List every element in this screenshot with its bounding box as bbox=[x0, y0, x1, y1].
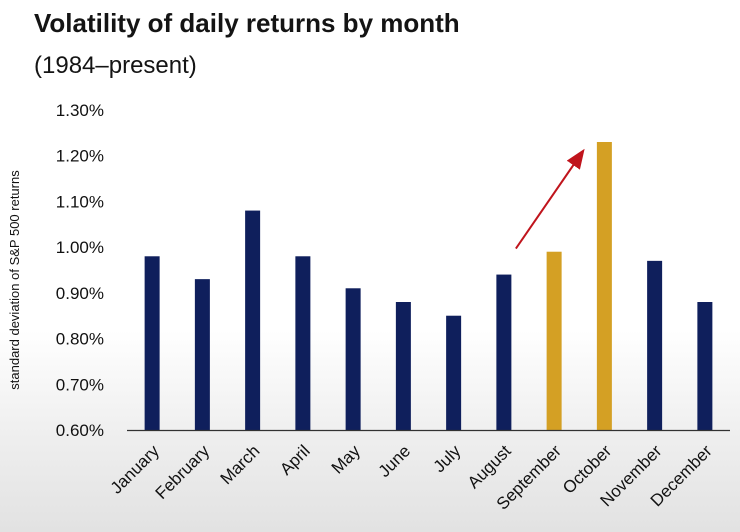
x-tick-label: June bbox=[375, 441, 415, 481]
y-tick-label: 0.90% bbox=[56, 284, 104, 303]
annotation-arrow bbox=[515, 148, 585, 250]
bar-january bbox=[144, 256, 160, 430]
chart-title: Volatility of daily returns by month bbox=[34, 8, 460, 38]
bar-october bbox=[596, 142, 612, 430]
bar-september bbox=[546, 251, 562, 430]
bar-june bbox=[395, 302, 411, 430]
y-tick-label: 1.10% bbox=[56, 192, 104, 211]
y-tick-label: 1.20% bbox=[56, 147, 104, 166]
y-tick-label: 0.80% bbox=[56, 330, 104, 349]
bar-march bbox=[245, 210, 261, 430]
bar-july bbox=[446, 315, 462, 430]
x-tick-label: May bbox=[328, 441, 364, 477]
bar-february bbox=[194, 279, 210, 430]
y-tick-label: 0.70% bbox=[56, 375, 104, 394]
x-tick-label: July bbox=[430, 441, 465, 476]
x-tick-label: February bbox=[152, 441, 214, 503]
bars bbox=[144, 142, 713, 430]
y-axis-label: standard deviation of S&P 500 returns bbox=[7, 170, 22, 390]
y-tick-label: 1.00% bbox=[56, 238, 104, 257]
bar-december bbox=[697, 302, 713, 430]
chart-subtitle: (1984–present) bbox=[34, 52, 197, 79]
x-tick-label: April bbox=[276, 441, 313, 478]
y-tick-label: 1.30% bbox=[56, 101, 104, 120]
bar-august bbox=[496, 274, 512, 430]
bar-may bbox=[345, 288, 361, 430]
bar-april bbox=[295, 256, 311, 430]
y-tick-label: 0.60% bbox=[56, 421, 104, 440]
y-axis: 0.60% 0.70% 0.80% 0.90% 1.00% 1.10% 1.20% 1.30% bbox=[56, 101, 104, 440]
x-tick-label: March bbox=[217, 441, 264, 488]
bar-november bbox=[647, 260, 663, 430]
